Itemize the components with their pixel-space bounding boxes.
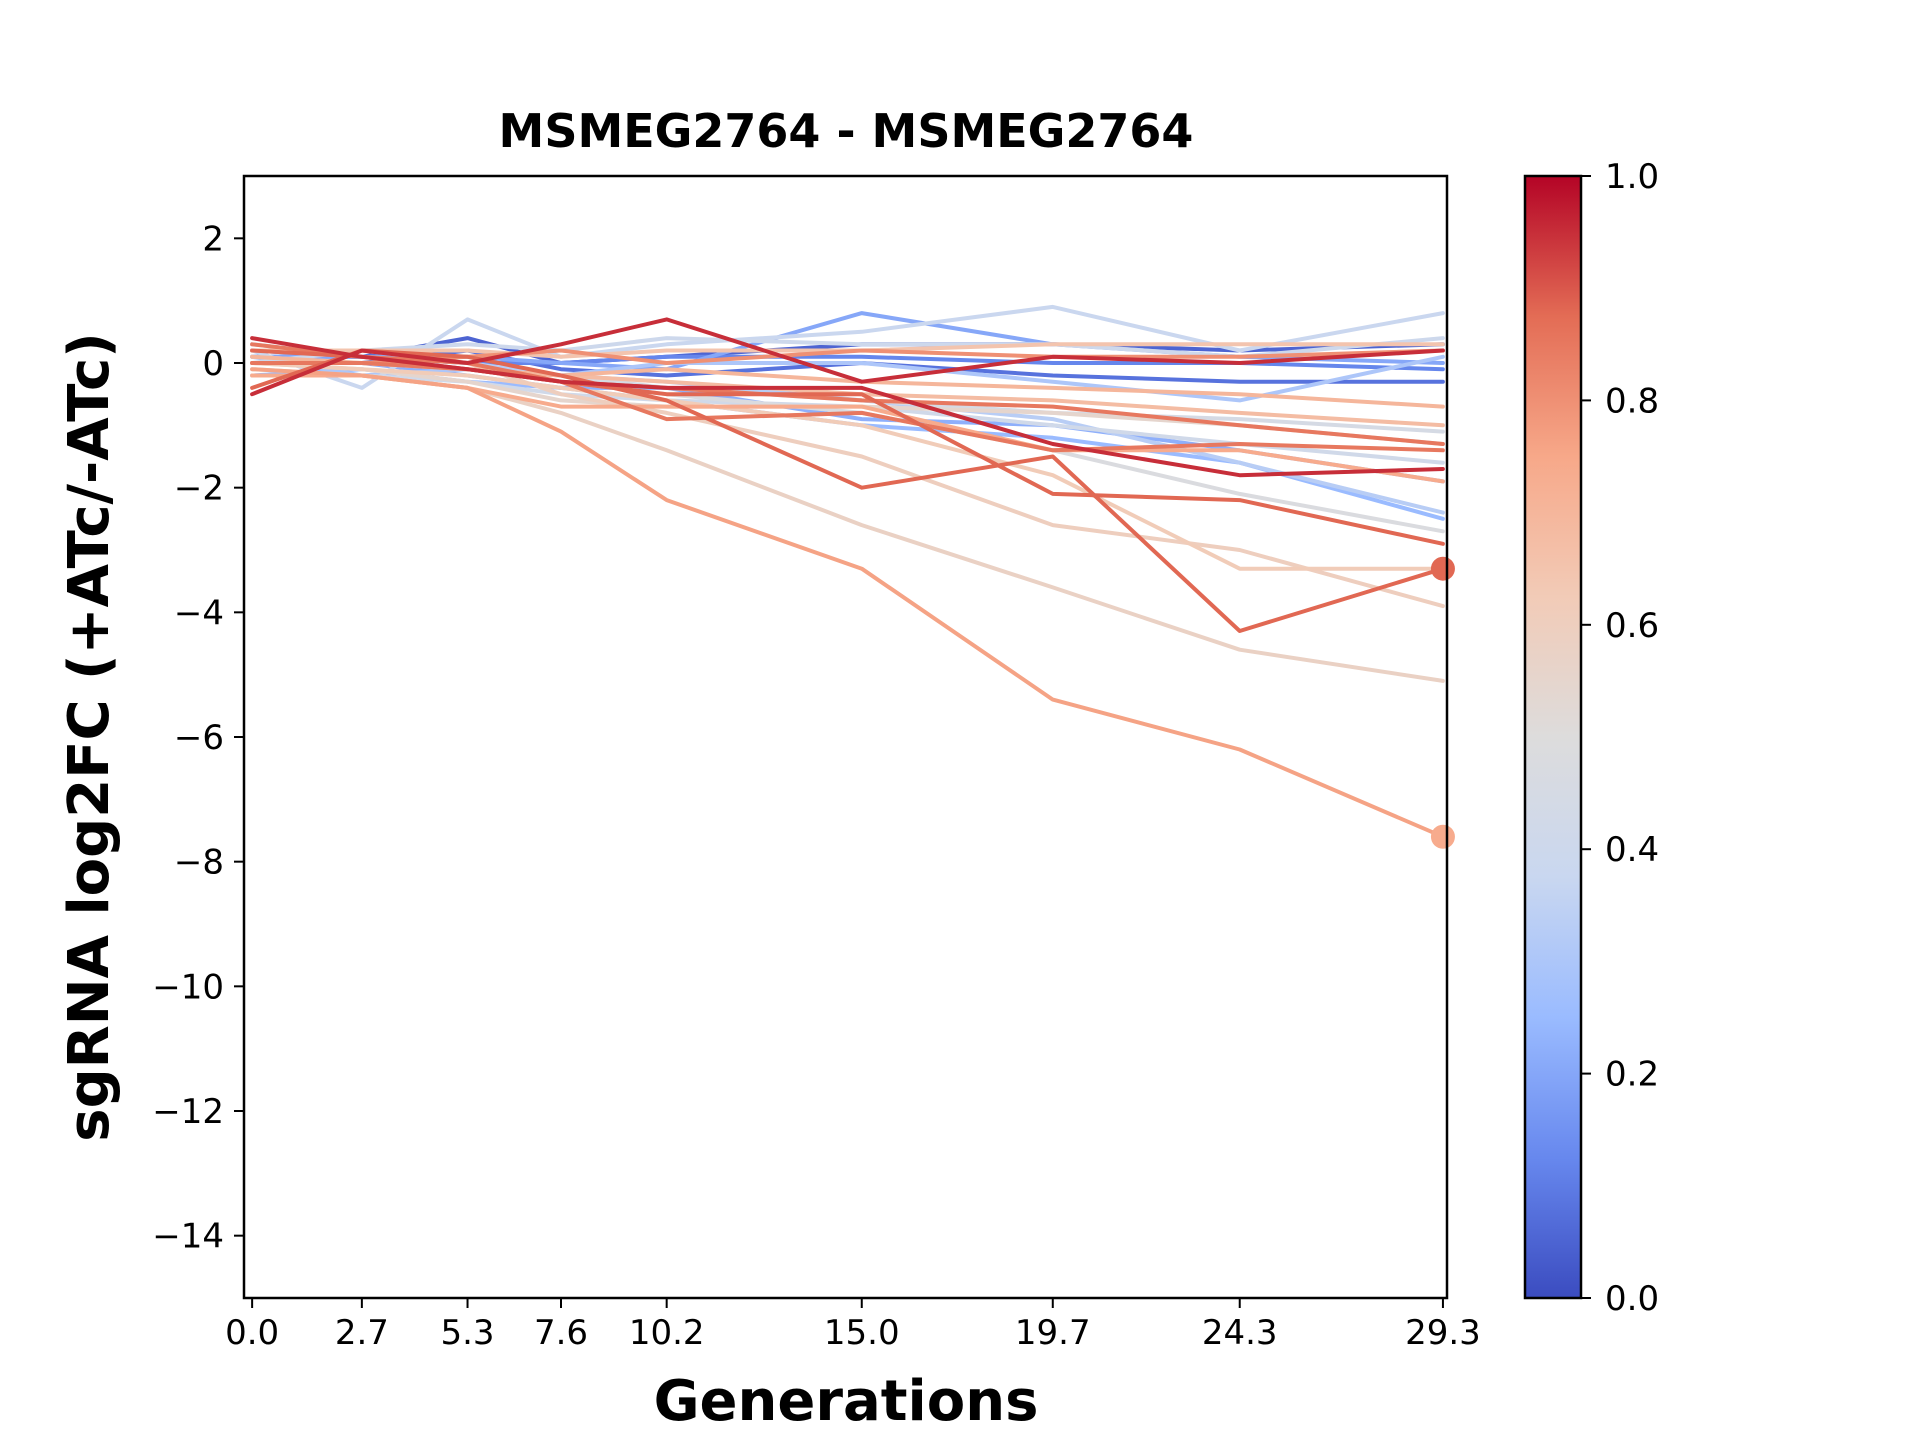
colorbar-tick-label: 0.6: [1605, 606, 1659, 646]
x-tick-label: 29.3: [1405, 1313, 1481, 1353]
x-tick-label: 5.3: [440, 1313, 494, 1353]
plot-area: [242, 174, 1455, 1300]
x-tick-label: 10.2: [629, 1313, 705, 1353]
series-line-24: [250, 342, 1445, 453]
y-tick-label: −8: [174, 843, 224, 883]
y-tick-label: −2: [174, 469, 224, 509]
colorbar-ticks: 0.0 0.2 0.4 0.6 0.8 1.0: [1581, 157, 1659, 1319]
y-axis-title: sgRNA log2FC (+ATc/-ATc): [57, 332, 122, 1142]
y-tick-label: −6: [174, 718, 224, 758]
marker-layer: [1430, 556, 1455, 849]
y-tick-label: 2: [202, 219, 224, 259]
x-axis: 0.0 2.7 5.3 7.6 10.2 15.0 19.7 24.3 29.3: [225, 1298, 1481, 1353]
colorbar-tick-label: 0.2: [1605, 1055, 1659, 1095]
x-tick-label: 24.3: [1202, 1313, 1278, 1353]
x-tick-label: 15.0: [824, 1313, 900, 1353]
series-line-18: [250, 342, 1445, 359]
x-tick-label: 0.0: [225, 1313, 279, 1353]
x-tick-label: 2.7: [335, 1313, 389, 1353]
colorbar-tick-label: 1.0: [1605, 157, 1659, 197]
x-tick-label: 7.6: [534, 1313, 588, 1353]
series-line-28: [250, 336, 1445, 478]
x-tick-label: 19.7: [1015, 1313, 1091, 1353]
series-line-29: [250, 317, 1445, 397]
x-axis-title: Generations: [654, 1369, 1039, 1434]
series-line-22: [250, 367, 1445, 839]
series-layer: [250, 304, 1445, 839]
y-tick-label: −10: [152, 967, 224, 1007]
colorbar-gradient: [1523, 174, 1583, 1300]
y-tick-label: −14: [152, 1217, 224, 1257]
end-marker-2: [1430, 824, 1455, 849]
colorbar-tick-label: 0.4: [1605, 830, 1659, 870]
chart-title: MSMEG2764 - MSMEG2764: [499, 104, 1194, 158]
colorbar-tick-label: 0.0: [1605, 1279, 1659, 1319]
y-axis: 2 0 −2 −4 −6 −8 −10 −12 −14: [152, 219, 244, 1257]
colorbar-tick-label: 0.8: [1605, 381, 1659, 421]
series-line-10: [250, 336, 1445, 365]
y-tick-label: −12: [152, 1092, 224, 1132]
y-tick-label: −4: [174, 593, 224, 633]
y-tick-label: 0: [202, 344, 224, 384]
colorbar: 0.0 0.2 0.4 0.6 0.8 1.0: [1523, 157, 1659, 1319]
series-line-26: [250, 348, 1445, 633]
end-marker-1: [1430, 556, 1455, 581]
